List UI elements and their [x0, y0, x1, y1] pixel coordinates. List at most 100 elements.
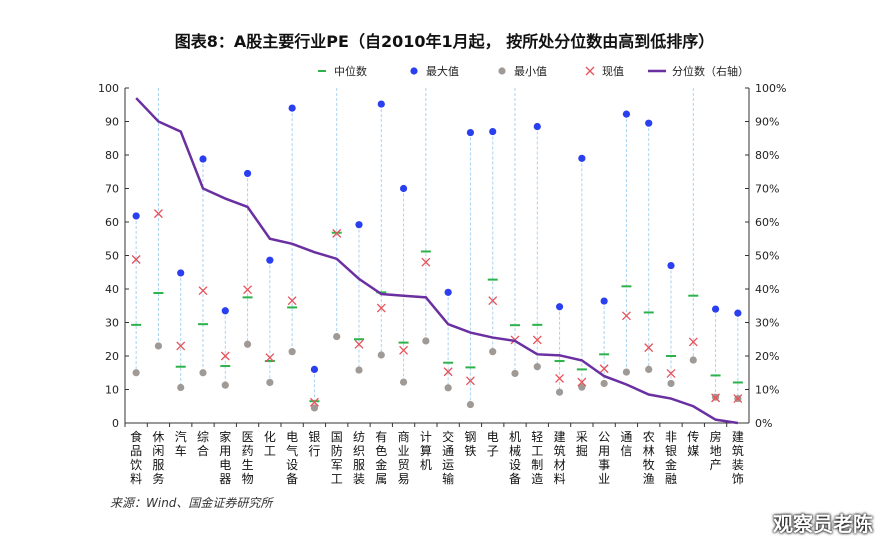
x-tick-label: 化 — [264, 430, 276, 444]
x-tick-label: 产 — [710, 458, 722, 472]
x-tick-label: 装 — [732, 458, 744, 472]
legend-label: 现值 — [602, 65, 624, 78]
x-tick-label: 机 — [509, 430, 521, 444]
min-point — [221, 381, 229, 389]
x-tick-label: 铁 — [464, 444, 476, 458]
max-point — [489, 127, 497, 136]
legend-current-swatch — [585, 66, 595, 76]
x-tick-label: 轻 — [531, 430, 543, 444]
min-point — [288, 348, 296, 356]
x-tick-label: 银 — [308, 430, 320, 444]
current-mark — [176, 341, 186, 351]
current-mark — [577, 377, 587, 387]
x-tick-label: 金 — [375, 457, 387, 472]
x-tick-label: 色 — [375, 444, 387, 458]
x-tick-label: 装 — [353, 472, 365, 486]
max-point — [310, 365, 319, 373]
x-tick-label: 林 — [643, 444, 655, 458]
x-tick-label: 属 — [375, 472, 387, 486]
min-point — [422, 337, 430, 345]
max-point — [221, 307, 229, 315]
x-tick-label: 通 — [442, 444, 454, 458]
x-tick-label: 饰 — [732, 472, 744, 486]
legend-label: 分位数（右轴） — [672, 64, 749, 78]
current-mark — [131, 255, 141, 264]
x-tick-label: 用 — [598, 444, 610, 458]
min-point — [555, 388, 564, 396]
x-tick-label: 品 — [130, 444, 142, 458]
max-point — [132, 212, 140, 220]
legend-min-swatch — [498, 67, 506, 75]
y-tick-label: 80 — [105, 149, 119, 162]
y2-tick-label: 80% — [755, 149, 779, 162]
x-tick-label: 算 — [420, 443, 432, 458]
y2-tick-label: 100% — [755, 82, 786, 95]
legend-label: 中位数 — [334, 64, 367, 78]
x-tick-label: 电 — [219, 458, 231, 472]
min-point — [266, 378, 274, 387]
max-point — [377, 100, 385, 108]
x-tick-label: 掘 — [576, 443, 588, 458]
x-tick-label: 合 — [197, 443, 209, 458]
x-tick-label: 事 — [598, 458, 610, 472]
x-tick-label: 地 — [710, 444, 722, 458]
y-tick-label: 30 — [105, 317, 119, 330]
max-point — [466, 128, 475, 137]
max-point — [578, 154, 586, 162]
x-tick-label: 纺 — [353, 430, 365, 444]
min-point — [377, 351, 385, 359]
x-tick-label: 织 — [353, 444, 365, 458]
max-point — [355, 221, 363, 229]
x-tick-label: 备 — [286, 472, 298, 486]
x-tick-label: 闲 — [152, 444, 164, 458]
x-tick-label: 生 — [242, 458, 254, 472]
x-tick-label: 设 — [509, 458, 521, 472]
max-point — [645, 119, 653, 127]
min-point — [667, 379, 675, 388]
x-tick-label: 非 — [665, 430, 677, 444]
max-point — [243, 169, 252, 178]
x-tick-label: 行 — [308, 444, 320, 458]
x-tick-label: 房 — [710, 429, 722, 444]
x-tick-label: 休 — [152, 430, 164, 444]
max-point — [533, 122, 541, 131]
min-point — [444, 384, 452, 392]
min-point — [511, 369, 519, 378]
min-point — [622, 368, 631, 376]
max-point — [177, 269, 185, 277]
y-tick-label: 60 — [105, 216, 119, 229]
current-mark — [599, 364, 609, 374]
x-tick-label: 电 — [286, 430, 298, 444]
y-tick-label: 90 — [105, 116, 119, 129]
y-tick-label: 70 — [105, 183, 119, 196]
x-tick-label: 子 — [487, 444, 499, 458]
x-tick-label: 材 — [554, 458, 566, 472]
min-point — [333, 332, 341, 341]
max-point — [288, 104, 296, 112]
current-mark — [220, 351, 230, 361]
current-mark — [666, 368, 676, 378]
x-tick-label: 信 — [620, 444, 632, 458]
x-tick-label: 易 — [398, 472, 410, 486]
x-tick-label: 牧 — [643, 458, 655, 472]
percentile-line — [135, 97, 739, 425]
x-tick-label: 汽 — [175, 429, 187, 444]
current-mark — [243, 285, 253, 295]
y-tick-label: 100 — [98, 82, 119, 95]
current-mark — [711, 393, 721, 403]
x-tick-label: 输 — [442, 471, 454, 486]
x-tick-label: 医 — [242, 430, 254, 444]
min-point — [243, 340, 252, 348]
current-mark — [688, 337, 698, 347]
x-tick-label: 用 — [219, 444, 231, 458]
current-mark — [287, 296, 297, 306]
max-point — [622, 110, 631, 118]
current-mark — [443, 367, 453, 377]
x-tick-label: 工 — [264, 444, 276, 458]
y2-tick-label: 20% — [755, 350, 779, 363]
max-point — [667, 261, 675, 270]
current-mark — [198, 286, 208, 296]
min-point — [199, 369, 207, 377]
current-mark — [488, 296, 498, 306]
